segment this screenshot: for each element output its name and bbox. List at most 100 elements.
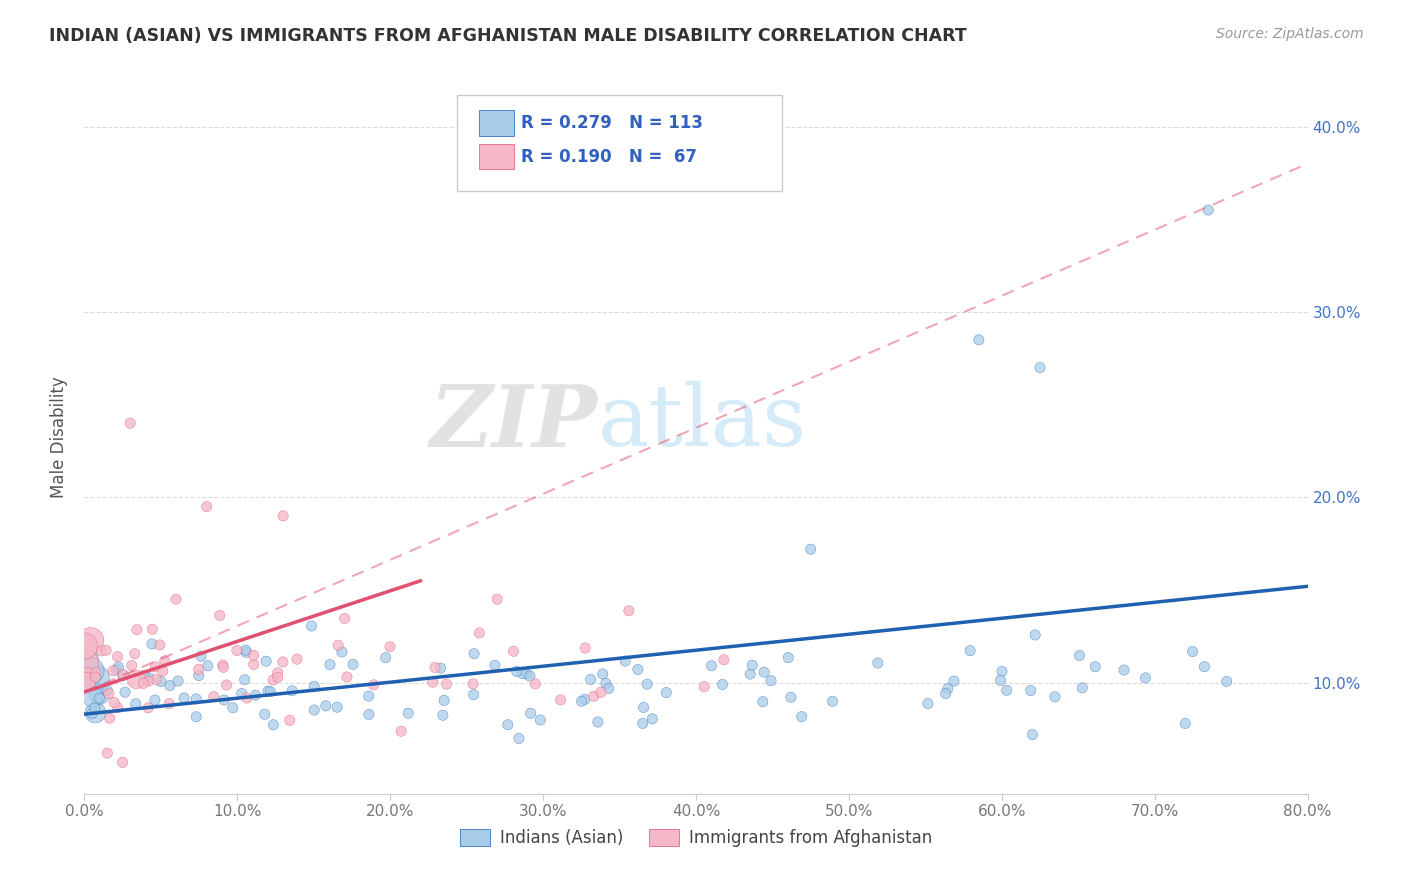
Text: Source: ZipAtlas.com: Source: ZipAtlas.com xyxy=(1216,27,1364,41)
Text: R = 0.190   N =  67: R = 0.190 N = 67 xyxy=(522,148,697,166)
Point xyxy=(143,660,166,674)
FancyBboxPatch shape xyxy=(479,111,513,136)
Point xyxy=(990,673,1012,688)
Point xyxy=(433,693,456,707)
Point xyxy=(641,712,664,726)
Legend: Indians (Asian), Immigrants from Afghanistan: Indians (Asian), Immigrants from Afghani… xyxy=(454,822,938,854)
Point xyxy=(73,639,96,653)
Point xyxy=(197,658,219,673)
Point xyxy=(633,700,655,714)
Point xyxy=(212,660,235,674)
Point xyxy=(107,660,129,674)
Point xyxy=(378,640,401,654)
Point xyxy=(242,657,264,672)
Point xyxy=(257,684,280,698)
Point xyxy=(165,592,187,607)
Point xyxy=(149,674,172,689)
Point xyxy=(281,683,304,698)
Point xyxy=(136,701,159,715)
Point xyxy=(138,674,160,689)
Point xyxy=(90,644,112,658)
Point xyxy=(259,684,281,698)
Point xyxy=(631,716,654,731)
Y-axis label: Male Disability: Male Disability xyxy=(51,376,69,498)
Point xyxy=(315,698,337,713)
Point xyxy=(330,645,353,659)
Point xyxy=(84,671,107,685)
Point xyxy=(98,711,121,725)
Point xyxy=(700,658,723,673)
Point xyxy=(574,692,596,706)
Point xyxy=(778,650,800,665)
Point xyxy=(713,653,735,667)
Point xyxy=(550,693,572,707)
Text: INDIAN (ASIAN) VS IMMIGRANTS FROM AFGHANISTAN MALE DISABILITY CORRELATION CHART: INDIAN (ASIAN) VS IMMIGRANTS FROM AFGHAN… xyxy=(49,27,967,45)
Point xyxy=(1071,681,1094,695)
Point xyxy=(76,670,98,684)
Point xyxy=(173,690,195,705)
Point xyxy=(107,649,129,664)
Point xyxy=(917,697,939,711)
Point xyxy=(145,673,167,687)
Point xyxy=(800,542,823,557)
Point xyxy=(114,685,136,699)
Point xyxy=(202,690,225,704)
Point xyxy=(614,654,637,668)
Point xyxy=(186,710,208,724)
Point xyxy=(790,709,813,723)
Point xyxy=(97,687,120,701)
Point xyxy=(112,667,135,681)
Point xyxy=(262,718,284,732)
Point xyxy=(125,673,148,687)
Point xyxy=(506,665,529,679)
Point xyxy=(423,660,446,674)
Point xyxy=(84,706,107,720)
Point xyxy=(429,661,451,675)
Point xyxy=(141,637,163,651)
Point xyxy=(752,665,775,680)
Point xyxy=(107,700,129,714)
Point xyxy=(461,677,484,691)
Point xyxy=(780,690,803,705)
Point xyxy=(84,665,107,680)
Point xyxy=(94,643,117,657)
Point xyxy=(502,644,524,658)
Point xyxy=(693,680,716,694)
Point xyxy=(187,662,209,676)
Point xyxy=(463,688,485,702)
Point xyxy=(1019,683,1042,698)
Point xyxy=(374,650,396,665)
Point xyxy=(422,675,444,690)
Point xyxy=(711,677,734,691)
Point xyxy=(80,706,103,721)
Point xyxy=(959,643,981,657)
Point xyxy=(195,500,218,514)
Point xyxy=(138,671,160,685)
Point xyxy=(627,663,650,677)
Point xyxy=(153,654,176,668)
Point xyxy=(262,673,284,687)
Point xyxy=(1181,644,1204,658)
Point xyxy=(271,508,294,523)
Point xyxy=(357,707,380,722)
Point xyxy=(267,670,290,684)
Point xyxy=(1112,663,1135,677)
Point xyxy=(589,685,612,699)
Point xyxy=(759,673,782,688)
Point xyxy=(1084,660,1107,674)
Point xyxy=(524,677,547,691)
Point xyxy=(101,664,124,678)
Point xyxy=(595,676,617,690)
Point xyxy=(516,667,538,681)
Point xyxy=(75,654,97,668)
Point xyxy=(132,676,155,690)
Point xyxy=(141,622,163,636)
Point xyxy=(83,701,105,715)
Point xyxy=(1021,728,1043,742)
Point xyxy=(319,657,342,672)
Point xyxy=(159,679,181,693)
Point xyxy=(304,703,326,717)
Point xyxy=(326,700,349,714)
Point xyxy=(592,667,614,681)
FancyBboxPatch shape xyxy=(457,95,782,191)
